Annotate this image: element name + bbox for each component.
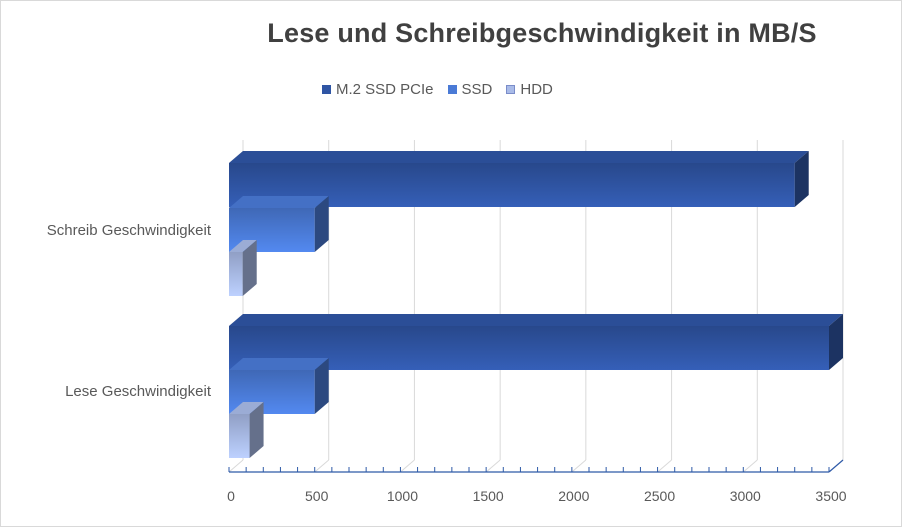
floor-line-3: [485, 459, 501, 473]
x-tick-label-1: 500: [305, 488, 329, 504]
bar-0-2-top: [229, 240, 257, 252]
chart-legend: M.2 SSD PCIe SSD HDD: [322, 81, 553, 98]
bar-1-2-front: [229, 414, 250, 458]
category-label-schreib: Schreib Geschwindigkeit: [46, 222, 211, 239]
category-label-lese: Lese Geschwindigkeit: [65, 383, 211, 400]
floor-line-1: [314, 459, 330, 473]
legend-swatch-hdd: [506, 85, 516, 94]
legend-label-m2: M.2 SSD PCIe: [336, 81, 434, 98]
x-tick-label-5: 2500: [643, 488, 676, 504]
floor-line-0: [228, 459, 244, 473]
bar-1-1-end: [314, 358, 329, 414]
x-tick-label-6: 3000: [729, 488, 761, 504]
floor-line-6: [742, 459, 758, 473]
bar-1-2-end: [249, 402, 264, 458]
x-tick-label-3: 1500: [472, 488, 504, 504]
bar-1-0-end: [829, 314, 843, 370]
floor-line-5: [657, 459, 672, 473]
bar-1-0-front: [229, 326, 829, 370]
bar-0-0-top: [229, 151, 809, 163]
legend-item-hdd: HDD: [506, 81, 553, 98]
legend-item-ssd: SSD: [447, 81, 493, 98]
legend-label-ssd: SSD: [461, 81, 493, 98]
bar-0-2-end: [242, 240, 257, 296]
x-tick-label-4: 2000: [558, 488, 590, 504]
bar-0-0-end: [794, 151, 809, 207]
bar-1-2-top: [229, 402, 264, 414]
x-tick-label-2: 1000: [386, 488, 418, 504]
bar-0-1-top: [229, 196, 329, 208]
legend-swatch-ssd: [447, 85, 457, 94]
legend-item-m2: M.2 SSD PCIe: [322, 81, 434, 98]
chart-title: Lese und Schreibgeschwindigkeit in MB/S: [267, 18, 817, 48]
legend-label-hdd: HDD: [520, 81, 553, 98]
bar-0-1-end: [314, 196, 329, 252]
x-tick-label-0: 0: [227, 488, 235, 504]
floor-line-4: [571, 459, 587, 473]
x-axis-depth: [828, 459, 844, 473]
x-tick-label-7: 3500: [815, 488, 847, 504]
bar-0-2-front: [229, 252, 243, 296]
floor-line-2: [400, 459, 415, 473]
bar-1-1-top: [229, 358, 329, 370]
legend-swatch-m2: [322, 85, 331, 94]
bar-1-0-top: [229, 314, 843, 326]
